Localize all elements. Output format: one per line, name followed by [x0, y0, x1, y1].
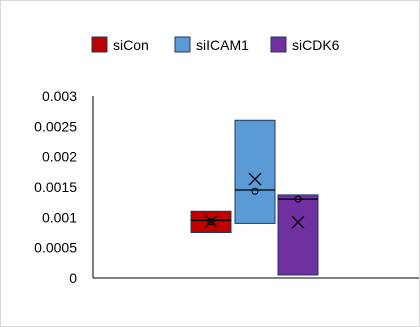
legend: siCon siICAM1 siCDK6: [91, 36, 340, 53]
median-point: [251, 187, 259, 195]
mean-marker: [204, 215, 218, 229]
y-tick-label: 0.0015: [34, 179, 77, 195]
median-point: [207, 218, 215, 226]
y-tick-label: 0.003: [42, 88, 77, 104]
y-tick-label: 0.002: [42, 149, 77, 165]
y-tick-label: 0.001: [42, 209, 77, 225]
y-axis: 0 0.0005 0.001 0.0015 0.002 0.0025 0.003: [34, 88, 419, 286]
mean-marker: [248, 172, 262, 186]
legend-label-sicdk6: siCDK6: [292, 37, 340, 53]
median-point: [294, 195, 302, 203]
box-body: [234, 119, 276, 224]
y-tick-label: 0.0005: [34, 240, 77, 256]
box-body: [277, 194, 319, 276]
y-tick-label: 0.0025: [34, 118, 77, 134]
legend-label-siicam1: siICAM1: [196, 37, 249, 53]
plot-area: [190, 119, 319, 276]
box-siicam1: [234, 119, 276, 224]
legend-swatch-sicon: [91, 36, 108, 53]
legend-swatch-siicam1: [174, 36, 191, 53]
y-tick-label: 0: [69, 270, 77, 286]
mean-marker: [291, 215, 305, 229]
box-sicdk6: [277, 194, 319, 276]
legend-label-sicon: siCon: [113, 37, 149, 53]
box-sicon: [190, 210, 232, 233]
legend-swatch-sicdk6: [270, 36, 287, 53]
